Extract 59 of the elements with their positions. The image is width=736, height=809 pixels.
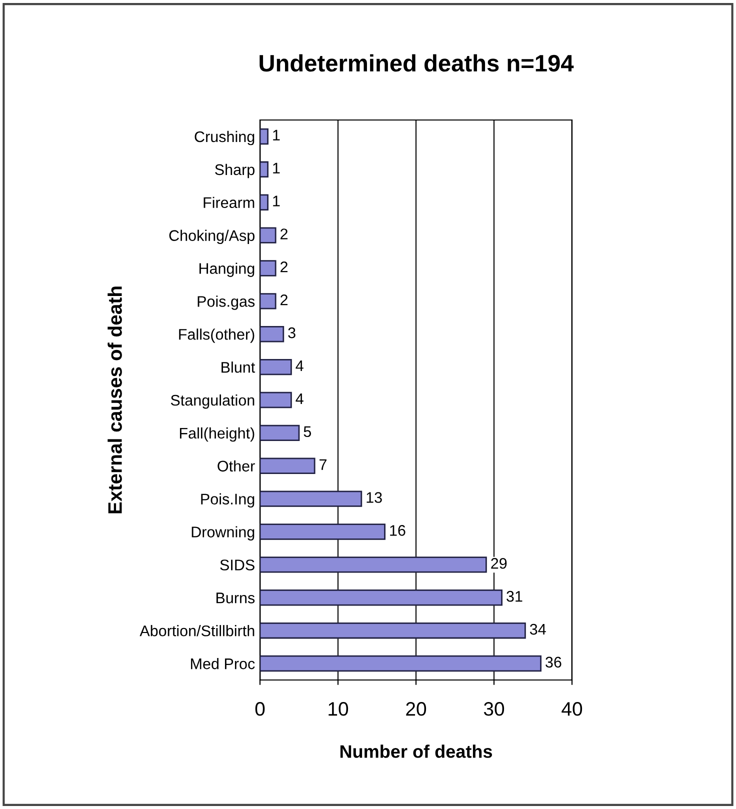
x-tick-label: 0 [255, 702, 265, 716]
y-tick-label: Blunt [222, 362, 256, 373]
y-tick-label: Drowning [192, 526, 254, 540]
data-label: 16 [390, 525, 406, 536]
y-tick-label: Med Proc [191, 658, 255, 670]
y-tick-label: Falls(other) [179, 328, 254, 343]
bar [260, 622, 526, 639]
data-label: 1 [273, 196, 280, 206]
bar [260, 260, 276, 276]
bar [260, 392, 292, 408]
data-label: 2 [280, 294, 288, 306]
bar [260, 590, 502, 606]
bar [260, 293, 276, 310]
x-axis-title: Number of deaths [340, 744, 492, 758]
x-tick-label: 10 [328, 702, 348, 716]
y-tick-label: Burns [216, 592, 255, 604]
y-tick-label: Abortion/Stillbirth [140, 625, 254, 636]
data-label: 4 [296, 393, 304, 404]
y-tick-label: Sharp [215, 164, 254, 178]
y-tick-label: Crushing [194, 130, 254, 146]
y-tick-label: Pois.gas [198, 296, 255, 310]
y-axis-title: External causes of death [108, 286, 122, 514]
bar [260, 326, 284, 342]
data-label: 31 [506, 590, 522, 602]
y-tick-label: Firearm [204, 196, 254, 208]
y-tick-label: Other [218, 460, 255, 472]
chart-title: Undetermined deaths n=194 [260, 54, 574, 72]
y-tick-label: Choking/Asp [169, 230, 254, 244]
data-label: 34 [530, 624, 546, 635]
data-label: 13 [366, 492, 382, 503]
x-tick-label: 30 [484, 702, 504, 716]
y-tick-label: Pois.Ing [201, 493, 254, 508]
data-label: 7 [320, 459, 326, 470]
x-tick-label: 40 [562, 702, 582, 716]
bar [260, 194, 268, 210]
data-label: 36 [546, 656, 562, 668]
y-tick-label: Stangulation [170, 394, 254, 409]
bar [260, 655, 542, 672]
bar [260, 227, 276, 244]
data-label: 2 [280, 262, 288, 272]
bar [260, 490, 362, 507]
bar [260, 128, 268, 145]
data-label: 3 [288, 327, 296, 338]
y-tick-label: Hanging [199, 262, 254, 277]
bar [260, 424, 300, 442]
bar [260, 524, 386, 540]
data-label: 1 [273, 130, 280, 140]
bar [260, 358, 292, 376]
y-tick-label: SIDS [220, 560, 254, 570]
bar [260, 556, 487, 573]
data-label: 1 [273, 162, 280, 174]
x-tick-label: 20 [406, 702, 426, 716]
data-label: 5 [304, 426, 312, 438]
data-label: 29 [491, 558, 507, 569]
data-label: 2 [280, 228, 288, 240]
bar [260, 458, 316, 474]
bar [260, 161, 268, 178]
data-label: 4 [296, 360, 304, 372]
y-tick-label: Fall(height) [180, 427, 254, 442]
